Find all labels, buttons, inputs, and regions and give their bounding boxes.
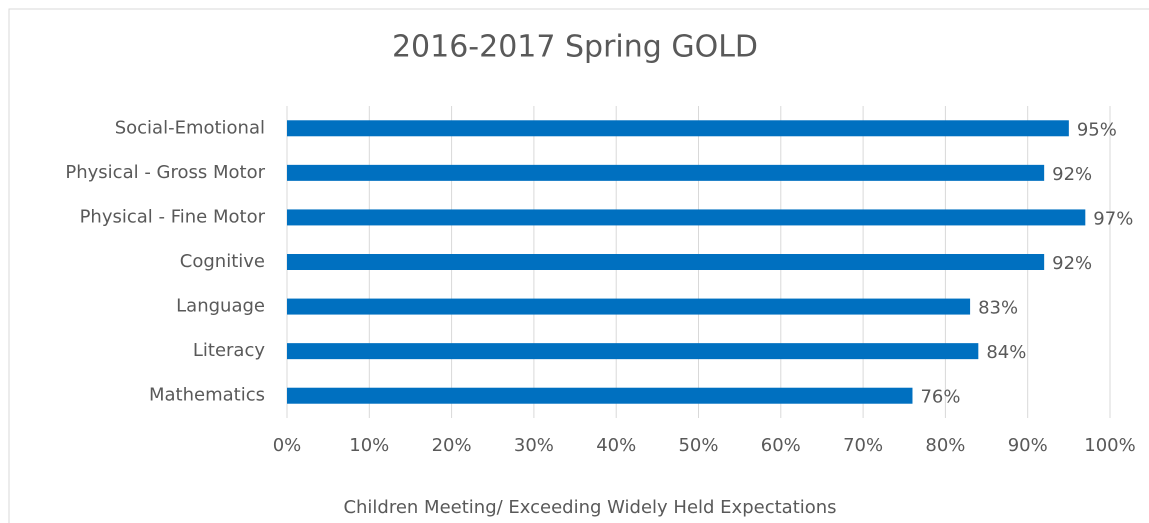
bar [287, 343, 979, 360]
bar [287, 254, 1045, 270]
y-tick-label: Literacy [193, 340, 265, 361]
y-tick-label: Mathematics [149, 385, 265, 406]
x-tick-label: 0% [273, 435, 302, 456]
data-label: 84% [986, 342, 1026, 363]
x-tick-label: 40% [596, 435, 636, 456]
data-label: 95% [1077, 119, 1117, 140]
bar [287, 120, 1069, 137]
x-tick-label: 50% [678, 435, 718, 456]
x-tick-label: 80% [925, 435, 965, 456]
x-tick-label: 90% [1008, 435, 1048, 456]
x-axis-label: Children Meeting/ Exceeding Widely Held … [343, 497, 836, 518]
y-tick-label: Physical - Fine Motor [80, 206, 266, 227]
x-tick-label: 20% [432, 435, 472, 456]
data-label: 83% [978, 298, 1018, 319]
chart-frame [8, 8, 1149, 523]
bar [287, 387, 913, 404]
y-tick-label: Language [176, 296, 265, 317]
data-label: 92% [1052, 164, 1092, 185]
bar [287, 298, 971, 315]
x-tick-label: 10% [349, 435, 389, 456]
x-tick-label: 100% [1084, 435, 1135, 456]
x-tick-label: 60% [761, 435, 801, 456]
data-label: 97% [1093, 208, 1133, 229]
bar [287, 209, 1086, 226]
data-label: 92% [1052, 253, 1092, 274]
data-label: 76% [920, 387, 960, 408]
y-tick-label: Cognitive [180, 251, 265, 272]
y-tick-label: Social-Emotional [115, 117, 265, 138]
bar [287, 164, 1045, 181]
y-tick-label: Physical - Gross Motor [65, 162, 265, 183]
x-tick-label: 70% [843, 435, 883, 456]
chart-title: 2016-2017 Spring GOLD [392, 30, 758, 65]
x-tick-label: 30% [514, 435, 554, 456]
